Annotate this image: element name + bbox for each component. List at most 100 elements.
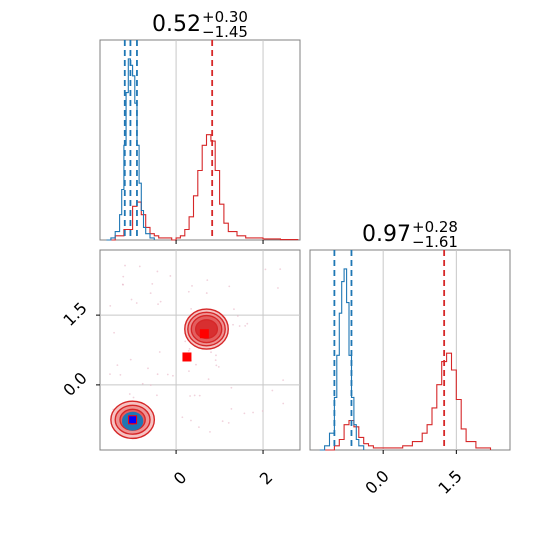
sample-point [189,395,191,397]
sample-point [279,268,282,271]
sample-point [277,287,279,289]
density-contours [110,308,229,440]
sample-point [207,378,210,381]
sample-point [230,386,233,389]
panel-title-2: 0.97 [362,222,411,247]
sample-point [243,412,246,415]
sample-point [124,264,126,267]
sample-point [187,349,190,352]
sample-point [181,416,184,419]
sample-point [205,292,208,294]
sample-point [190,307,193,310]
x-tick-label: 0 [170,468,191,489]
contour-level [123,413,142,429]
sample-point [282,379,285,382]
marker-red [199,329,209,339]
x-tick-label: 1.5 [434,466,465,497]
sample-point [210,351,212,354]
sample-point [172,374,174,377]
sample-point [109,373,111,376]
sample-point [135,302,138,304]
sample-point [119,373,122,376]
sample-point [232,323,234,326]
sample-point [246,322,249,325]
sample-point [190,419,192,422]
sample-point [215,364,218,367]
sample-point [227,421,230,424]
panel-scatter-1-2: 0 2 0.0 1.5 [59,249,301,489]
sample-point [233,308,235,311]
quantile-lines [123,40,214,240]
sample-point [236,315,239,317]
sample-point [215,354,217,357]
histogram-series [106,58,299,241]
sample-point [113,331,115,334]
sample-point [132,396,135,399]
sample-point [230,407,233,410]
sample-point [147,367,149,370]
sample-point [206,279,209,282]
title-minus-error: −1.45 [202,23,248,41]
panel-hist-2: 0.97 +0.28 −1.61 0.0 1.5 [309,218,511,498]
sample-point [158,351,161,353]
title-plus-error: +0.30 [202,8,248,26]
sample-point [130,298,133,301]
sample-point [184,340,187,343]
sample-point [188,370,190,373]
histogram-line [324,352,492,451]
sample-point [221,420,224,423]
quantile-lines [333,250,446,450]
grid-lines [100,250,300,450]
sample-point [151,282,154,285]
sample-point [188,348,191,350]
sample-point [244,324,247,327]
panel-title-1: 0.52 [152,12,201,37]
sample-point [198,394,201,397]
sample-point [193,394,196,397]
title-median: 0.52 [152,12,201,37]
sample-point [149,292,152,295]
tick-marks [382,450,457,454]
sample-point [271,389,274,392]
sample-point [159,300,162,303]
sample-point [261,410,264,412]
histogram-line [319,268,365,451]
sample-point [138,265,141,268]
grid-lines [382,250,457,450]
sample-point [264,268,267,271]
sample-point [122,275,125,278]
x-tick-label: 2 [256,468,277,489]
y-tick-label: 1.5 [59,298,90,329]
tick-marks [96,314,264,454]
sample-point [109,304,112,307]
sample-point [195,363,197,366]
truth-markers [128,329,209,425]
sample-point [128,393,131,395]
sample-point [214,359,217,362]
sample-point [149,384,152,386]
sample-point [198,426,200,428]
sample-point [238,325,241,327]
sample-point [129,358,132,361]
sample-point [252,411,254,414]
sample-point [141,382,144,385]
sample-point [156,270,159,273]
tick-marks [175,240,264,244]
sample-point [228,285,231,288]
sample-point [156,373,159,376]
marker-red [182,352,192,362]
sample-point [166,373,169,376]
panel-hist-1: 0.52 +0.30 −1.45 [99,8,301,244]
title-minus-error: −1.61 [412,233,458,251]
axes-frame [309,249,511,451]
marker-blue [129,416,137,424]
sample-point [282,402,285,405]
grid-lines [175,40,264,240]
sample-point [217,366,220,368]
sample-point [116,364,119,366]
title-plus-error: +0.28 [412,218,458,236]
sample-point [191,285,193,287]
histogram-line [106,58,155,241]
sample-point [156,394,158,397]
